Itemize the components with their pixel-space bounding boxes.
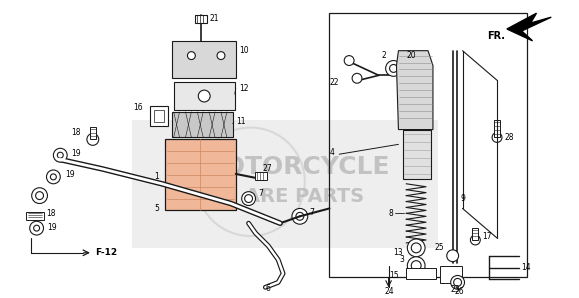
- Text: 7: 7: [258, 189, 263, 198]
- Circle shape: [492, 133, 502, 142]
- Circle shape: [30, 221, 43, 235]
- Bar: [26, 212, 43, 220]
- Circle shape: [352, 73, 362, 83]
- Text: 5: 5: [154, 204, 159, 213]
- Text: 14: 14: [522, 263, 532, 272]
- Text: 12: 12: [239, 84, 248, 93]
- Circle shape: [241, 192, 255, 206]
- Bar: [154, 110, 164, 122]
- Text: 26: 26: [455, 287, 464, 296]
- Text: 19: 19: [71, 149, 80, 158]
- Circle shape: [32, 188, 47, 204]
- Circle shape: [454, 278, 461, 286]
- Text: 2: 2: [382, 51, 387, 60]
- Text: 10: 10: [239, 46, 248, 55]
- Polygon shape: [397, 51, 433, 130]
- Bar: [406, 268, 436, 280]
- Text: MOTORCYCLE: MOTORCYCLE: [200, 155, 390, 179]
- Circle shape: [53, 148, 67, 162]
- Circle shape: [411, 243, 421, 253]
- Circle shape: [390, 64, 397, 72]
- Circle shape: [46, 170, 60, 184]
- Circle shape: [87, 134, 99, 145]
- Text: 18: 18: [71, 128, 81, 137]
- Circle shape: [50, 174, 56, 180]
- Circle shape: [447, 250, 459, 262]
- Bar: [404, 130, 431, 179]
- Bar: [329, 13, 527, 277]
- Text: 19: 19: [47, 223, 57, 232]
- Text: 19: 19: [65, 170, 75, 179]
- Text: 24: 24: [385, 287, 394, 296]
- Circle shape: [407, 239, 425, 257]
- Text: 1: 1: [155, 172, 159, 181]
- Bar: [172, 41, 236, 78]
- Circle shape: [345, 56, 354, 66]
- Text: FR.: FR.: [487, 31, 505, 41]
- Circle shape: [296, 212, 304, 220]
- Circle shape: [36, 192, 43, 200]
- Text: ARE PARTS: ARE PARTS: [245, 187, 364, 206]
- Text: 9: 9: [460, 194, 466, 203]
- Circle shape: [188, 52, 195, 60]
- Bar: [195, 15, 207, 23]
- Text: 11: 11: [236, 117, 245, 126]
- Circle shape: [34, 225, 39, 231]
- Text: 28: 28: [505, 133, 514, 142]
- Circle shape: [217, 52, 225, 60]
- Bar: [90, 127, 96, 139]
- Text: 6: 6: [266, 284, 271, 293]
- Text: 8: 8: [389, 209, 394, 218]
- Bar: [440, 266, 461, 283]
- Text: 3: 3: [400, 255, 404, 264]
- Circle shape: [57, 152, 63, 158]
- Bar: [132, 120, 438, 248]
- Circle shape: [450, 275, 464, 289]
- Circle shape: [470, 235, 480, 245]
- Circle shape: [292, 208, 308, 224]
- Text: 27: 27: [262, 164, 272, 173]
- Text: 22: 22: [330, 78, 339, 87]
- Text: 17: 17: [482, 232, 492, 240]
- Bar: [255, 172, 267, 180]
- Circle shape: [245, 195, 252, 203]
- Polygon shape: [507, 13, 551, 41]
- Text: F-12: F-12: [95, 248, 117, 257]
- Text: 7: 7: [310, 208, 314, 217]
- Circle shape: [198, 90, 210, 102]
- Text: 25: 25: [434, 243, 444, 252]
- Circle shape: [407, 257, 425, 274]
- Bar: [472, 228, 478, 240]
- Circle shape: [411, 261, 421, 271]
- Bar: [494, 120, 500, 137]
- Text: 23: 23: [451, 285, 460, 294]
- Text: 4: 4: [329, 148, 334, 157]
- Text: 13: 13: [393, 248, 402, 257]
- Text: 20: 20: [406, 51, 416, 60]
- Circle shape: [386, 60, 401, 76]
- Text: 15: 15: [389, 271, 398, 280]
- Text: 18: 18: [46, 209, 56, 218]
- Bar: [150, 106, 168, 126]
- Bar: [172, 112, 233, 137]
- Text: 16: 16: [134, 103, 143, 112]
- Text: 21: 21: [209, 14, 219, 23]
- Bar: [174, 82, 234, 110]
- Bar: [165, 139, 236, 210]
